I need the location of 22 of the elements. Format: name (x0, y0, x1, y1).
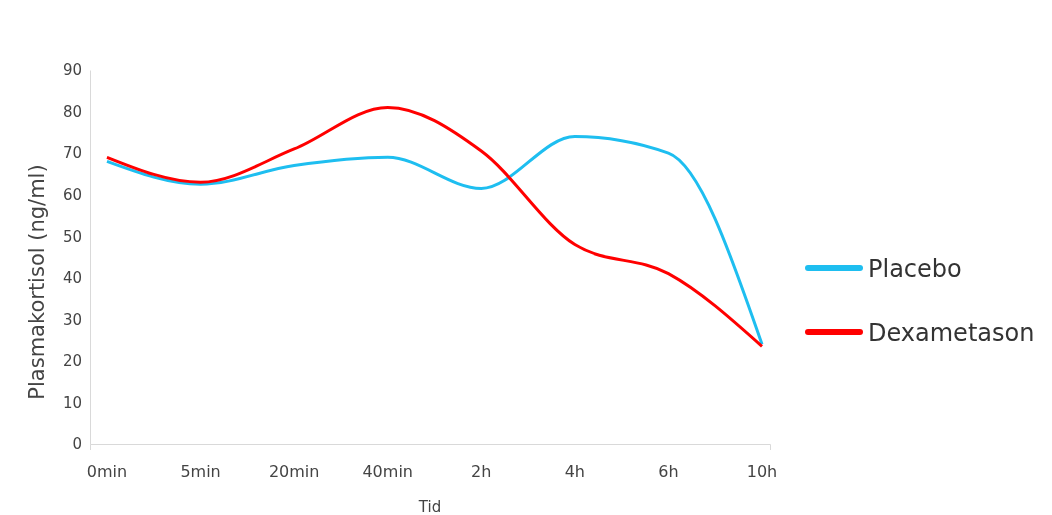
legend-label: Dexametason (868, 319, 1035, 347)
x-tick-label: 4h (564, 462, 586, 481)
y-tick-label: 0 (72, 435, 82, 454)
x-tick-label: 2h (471, 462, 492, 481)
y-tick-label: 20 (62, 352, 82, 371)
x-tick-label: 5min (180, 462, 221, 481)
legend-label: Placebo (868, 255, 962, 283)
x-tick-label: 20min (268, 462, 320, 481)
y-tick-label: 90 (62, 61, 82, 80)
y-axis-title: Plasmakortisol (ng/ml) (25, 164, 49, 400)
x-tick-label: 10h (746, 462, 778, 481)
y-tick-label: 80 (62, 102, 82, 121)
x-axis-title: Tid (417, 498, 442, 515)
y-tick-label: 10 (62, 393, 82, 412)
y-tick-label: 70 (62, 144, 82, 163)
y-tick-label: 30 (62, 310, 82, 329)
x-tick-label: 40min (362, 462, 413, 481)
y-tick-label: 50 (62, 227, 82, 246)
x-tick-label: 6h (658, 462, 679, 481)
y-tick-label: 40 (62, 269, 82, 288)
x-tick-label: 0min (86, 462, 128, 481)
y-tick-label: 60 (62, 185, 82, 204)
